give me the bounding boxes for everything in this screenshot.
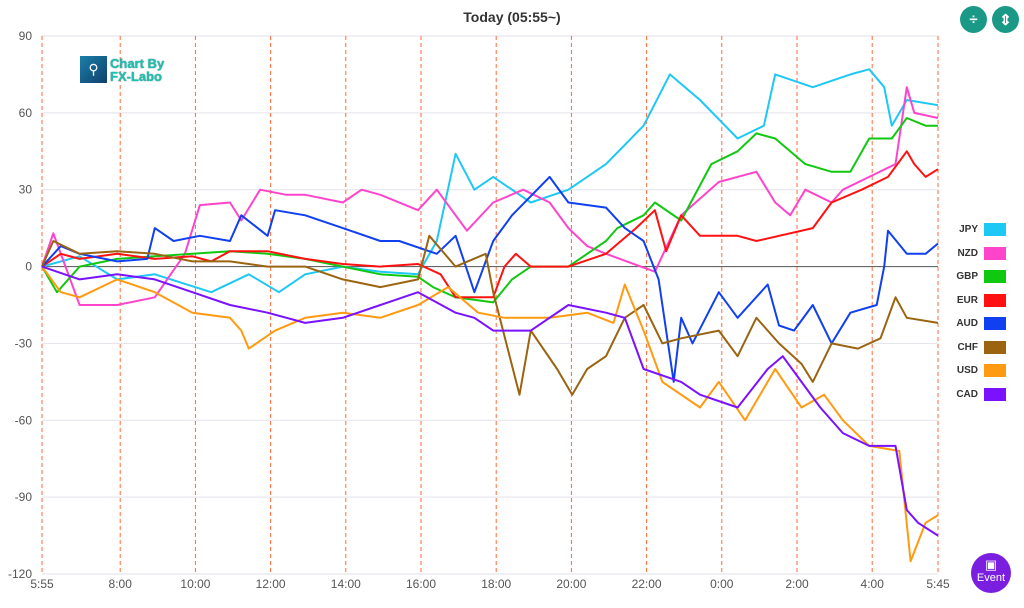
- legend-swatch: [984, 293, 1006, 307]
- compress-vertical-button[interactable]: ÷: [960, 6, 987, 33]
- event-button[interactable]: ▣ Event: [971, 553, 1011, 593]
- y-tick-label: 60: [19, 106, 33, 120]
- legend-label: EUR: [956, 294, 978, 306]
- expand-vertical-icon: ⇕: [999, 11, 1012, 29]
- x-tick-label: 8:00: [109, 577, 133, 591]
- chart-title: Today (05:55~): [463, 9, 561, 25]
- x-tick-label: 2:00: [785, 577, 809, 591]
- series-line-usd: [41, 266, 939, 563]
- legend-swatch: [984, 246, 1006, 260]
- legend-item-gbp[interactable]: GBP: [948, 265, 1006, 289]
- legend-item-usd[interactable]: USD: [948, 359, 1006, 383]
- series-line-aud: [41, 175, 939, 383]
- y-tick-label: -60: [15, 413, 33, 427]
- logo-line2: FX-Labo: [110, 68, 162, 84]
- y-tick-label: 30: [19, 183, 33, 197]
- legend-label: AUD: [956, 318, 978, 330]
- expand-vertical-button[interactable]: ⇕: [992, 6, 1019, 33]
- legend-swatch: [984, 340, 1006, 354]
- x-tick-label: 18:00: [481, 577, 511, 591]
- legend-item-nzd[interactable]: NZD: [948, 242, 1006, 266]
- x-tick-label: 5:55: [30, 577, 54, 591]
- legend-label: CHF: [957, 341, 978, 353]
- legend-item-chf[interactable]: CHF: [948, 336, 1006, 360]
- legend-label: NZD: [957, 247, 978, 259]
- y-tick-label: -120: [8, 567, 32, 581]
- x-tick-label: 0:00: [710, 577, 734, 591]
- calendar-icon: ▣: [984, 557, 998, 572]
- legend-swatch: [984, 364, 1006, 378]
- legend-item-jpy[interactable]: JPY: [948, 218, 1006, 242]
- series-line-cad: [41, 265, 939, 537]
- legend-label: USD: [956, 365, 978, 377]
- legend-item-cad[interactable]: CAD: [948, 383, 1006, 407]
- x-tick-label: 14:00: [331, 577, 361, 591]
- series-line-jpy: [41, 68, 939, 294]
- x-tick-label: 22:00: [632, 577, 662, 591]
- logo-line1: Chart By: [110, 55, 165, 71]
- x-tick-label: 10:00: [180, 577, 210, 591]
- x-tick-label: 4:00: [861, 577, 885, 591]
- x-tick-label: 20:00: [556, 577, 586, 591]
- series-line-chf: [41, 234, 939, 396]
- legend: JPY NZD GBP EUR AUD CHF USD CAD: [948, 218, 1006, 406]
- series-line-nzd: [41, 86, 939, 306]
- x-tick-label: 16:00: [406, 577, 436, 591]
- event-label: Event: [976, 572, 1006, 584]
- magnifier-chart-icon: ⚲: [80, 56, 107, 83]
- logo: ⚲ Chart By FX-Labo: [80, 56, 164, 83]
- legend-swatch: [984, 387, 1006, 401]
- y-tick-label: -30: [15, 336, 33, 350]
- y-tick-label: 90: [19, 29, 33, 43]
- legend-label: JPY: [959, 224, 978, 236]
- legend-swatch: [984, 223, 1006, 237]
- x-tick-label: 5:45: [926, 577, 950, 591]
- legend-item-eur[interactable]: EUR: [948, 289, 1006, 313]
- compress-vertical-icon: ÷: [969, 11, 978, 28]
- legend-item-aud[interactable]: AUD: [948, 312, 1006, 336]
- legend-label: CAD: [956, 388, 978, 400]
- legend-swatch: [984, 270, 1006, 284]
- legend-swatch: [984, 317, 1006, 331]
- y-tick-label: -90: [15, 490, 33, 504]
- x-tick-label: 12:00: [256, 577, 286, 591]
- legend-label: GBP: [956, 271, 978, 283]
- y-tick-label: 0: [25, 260, 32, 274]
